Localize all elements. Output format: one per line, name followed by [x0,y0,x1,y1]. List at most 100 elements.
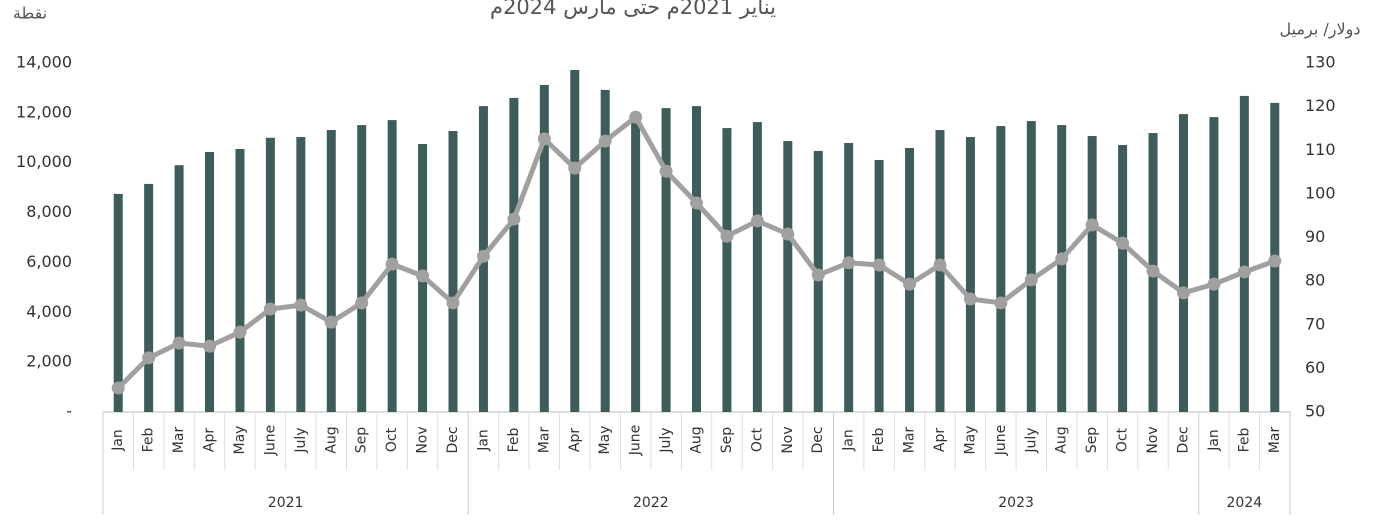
line-marker [750,214,764,228]
x-tick-label: Aug [323,426,339,453]
x-tick-label: Nov [415,426,431,453]
bar [752,122,762,412]
x-tick-label: Apr [202,428,218,452]
bar [722,128,732,412]
y2-tick-label: 90 [1305,227,1325,246]
line-marker [1207,277,1221,291]
y2-tick-label: 120 [1305,96,1336,115]
bar [1087,136,1097,412]
bar [144,183,154,412]
x-tick-label: Aug [1054,426,1070,453]
y-tick-label: 10,000 [16,152,72,171]
line-marker [324,315,338,329]
bar [1118,145,1128,412]
x-tick-label: Jan [475,429,491,452]
bar [692,106,701,412]
line-marker [416,269,430,283]
line-marker [690,196,703,210]
group-label: 2021 [268,495,304,511]
y2-tick-label: 70 [1305,314,1325,333]
line-marker [537,132,551,146]
x-tick-label: Oct [1115,427,1131,452]
x-tick-label: Mar [171,427,187,454]
line-marker [659,164,673,178]
line-marker [1146,264,1160,278]
bar [296,137,306,413]
x-tick-label: Jan [1206,429,1222,452]
line-marker [355,296,369,310]
bar [844,143,854,412]
line-marker [872,258,886,272]
x-tick-label: Apr [567,428,583,452]
y-tick-label: - [66,402,72,421]
x-tick-label: Oct [384,427,400,452]
x-tick-label: Feb [506,427,522,452]
bar [205,151,215,412]
y-tick-label: 14,000 [16,53,72,72]
bar [265,137,275,413]
line-marker [446,296,460,310]
x-tick-label: July [1023,427,1039,453]
x-tick-label: Jan [110,429,126,452]
line-marker [811,268,825,282]
line-marker [1024,273,1038,287]
line-marker [629,110,643,124]
line-marker [385,257,399,271]
x-tick-label: Mar [1267,427,1283,454]
y-tick-label: 2,000 [26,352,72,371]
group-label: 2024 [1227,495,1263,511]
y2-tick-label: 60 [1305,358,1325,377]
group-label: 2022 [633,495,669,511]
line-marker [1176,286,1190,300]
line-marker [903,277,917,291]
x-tick-label: Dec [810,426,826,453]
line-marker [1237,265,1251,279]
bar [357,125,367,412]
x-tick-label: May [962,426,978,455]
line-marker [233,325,247,339]
chart-title: يناير 2021م حتى مارس 2024م [490,0,776,19]
x-tick-label: Mar [902,427,918,454]
x-tick-label: July [293,427,309,453]
y2-tick-label: 50 [1305,402,1325,421]
line-marker [203,339,217,353]
bar [631,117,641,412]
x-tick-label: May [597,426,613,455]
line-marker [142,351,156,365]
line-marker [842,256,856,270]
bar [235,149,245,412]
x-tick-label: Nov [780,426,796,453]
y-tick-label: 12,000 [16,102,72,121]
line-marker [963,292,977,306]
x-tick-label: June [262,425,278,457]
line-marker [720,229,734,243]
x-tick-label: Aug [689,426,705,453]
x-tick-label: Oct [749,427,765,452]
bar [996,126,1006,413]
x-tick-label: Sep [1084,427,1100,454]
y-tick-label: 8,000 [26,202,72,221]
x-tick-label: July [658,427,674,453]
bar [874,159,884,412]
line-marker [568,161,582,175]
x-tick-label: Mar [536,427,552,454]
line-marker [781,227,795,241]
x-tick-label: Feb [871,427,887,452]
x-tick-label: Feb [141,427,157,452]
bar [1209,117,1219,412]
y2-tick-label: 100 [1305,183,1336,202]
line-marker [598,134,612,148]
y-tick-label: 4,000 [26,302,72,321]
x-tick-label: Dec [445,426,461,453]
x-tick-label: Feb [1236,427,1252,452]
bar [539,84,549,413]
y2-axis-label: دولار/ برميل [1280,20,1361,40]
bar [661,108,671,412]
line-marker [111,381,125,395]
x-tick-label: Dec [1175,426,1191,453]
bar [326,130,336,412]
line-marker [1116,236,1130,250]
line-marker [1085,218,1099,232]
y-tick-label: 6,000 [26,252,72,271]
line-marker [263,302,277,316]
